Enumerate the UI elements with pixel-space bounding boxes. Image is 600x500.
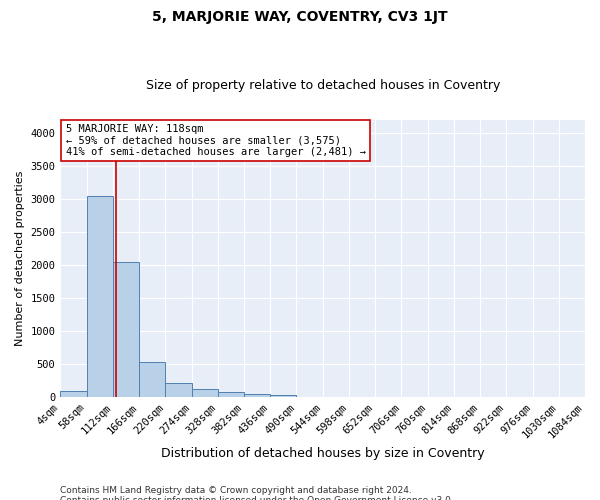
Bar (244, 394, 270, 397)
Text: Contains public sector information licensed under the Open Government Licence v3: Contains public sector information licen… (60, 496, 454, 500)
Bar (296, 396, 323, 397)
Bar (113, 262, 139, 397)
Text: 5, MARJORIE WAY, COVENTRY, CV3 1JT: 5, MARJORIE WAY, COVENTRY, CV3 1JT (152, 10, 448, 24)
Bar (61, 390, 86, 397)
Bar (191, 388, 218, 397)
Bar (270, 395, 296, 397)
Text: 5 MARJORIE WAY: 118sqm
← 59% of detached houses are smaller (3,575)
41% of semi-: 5 MARJORIE WAY: 118sqm ← 59% of detached… (65, 124, 365, 157)
Title: Size of property relative to detached houses in Coventry: Size of property relative to detached ho… (146, 79, 500, 92)
Y-axis label: Number of detached properties: Number of detached properties (15, 170, 25, 346)
Text: Contains HM Land Registry data © Crown copyright and database right 2024.: Contains HM Land Registry data © Crown c… (60, 486, 412, 495)
Bar (166, 384, 191, 397)
Bar (218, 392, 244, 397)
Bar (86, 196, 113, 397)
X-axis label: Distribution of detached houses by size in Coventry: Distribution of detached houses by size … (161, 447, 485, 460)
Bar (139, 362, 166, 397)
